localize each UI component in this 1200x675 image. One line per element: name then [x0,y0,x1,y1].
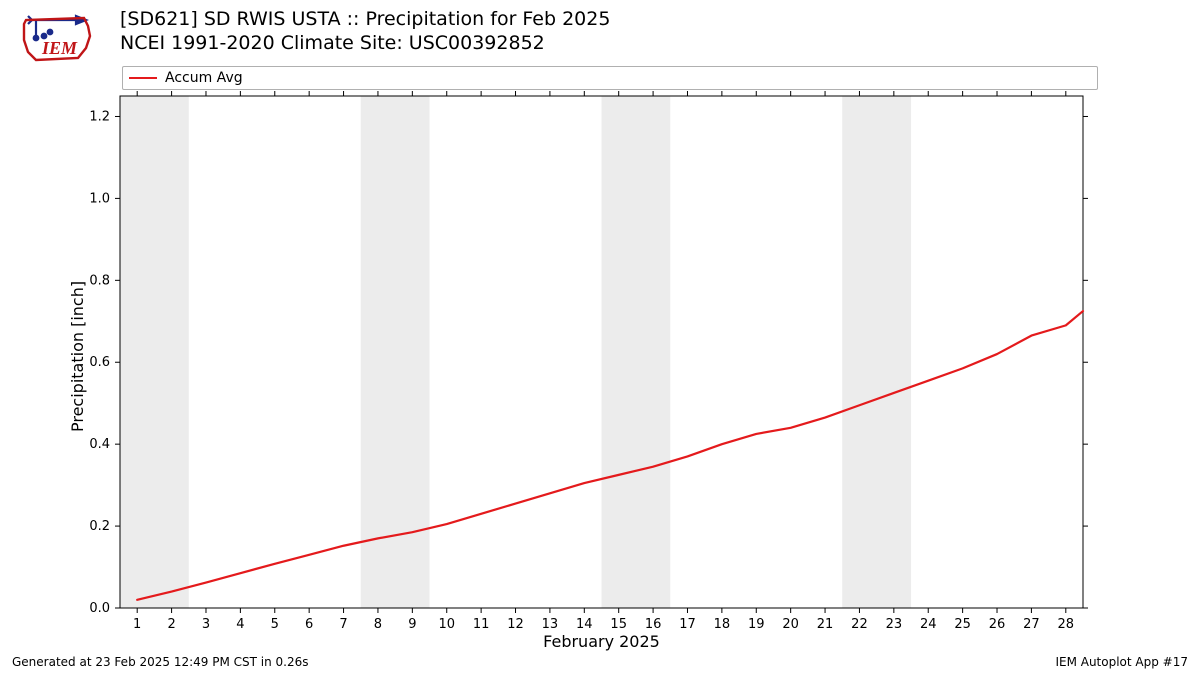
footer-generated: Generated at 23 Feb 2025 12:49 PM CST in… [12,655,309,669]
x-tick-label: 11 [473,617,490,632]
y-tick-label: 0.0 [89,601,110,616]
x-tick-label: 26 [989,617,1006,632]
x-tick-label: 7 [339,617,347,632]
x-tick-label: 10 [438,617,455,632]
y-tick-label: 0.8 [89,273,110,288]
title-line-2: NCEI 1991-2020 Climate Site: USC00392852 [120,32,610,56]
chart-area: 0.00.20.40.60.81.01.21234567891011121314… [72,90,1089,646]
x-tick-label: 19 [748,617,765,632]
x-tick-label: 6 [305,617,313,632]
x-tick-label: 28 [1058,617,1075,632]
page: IEM [SD621] SD RWIS USTA :: Precipitatio… [0,0,1200,675]
x-tick-label: 2 [167,617,175,632]
x-tick-label: 14 [576,617,593,632]
x-tick-label: 15 [610,617,627,632]
y-tick-label: 0.6 [89,355,110,370]
x-tick-label: 18 [714,617,731,632]
y-tick-label: 1.2 [89,109,110,124]
x-tick-label: 9 [408,617,416,632]
x-tick-label: 25 [954,617,971,632]
x-tick-label: 16 [645,617,662,632]
y-tick-label: 0.4 [89,437,110,452]
y-tick-label: 0.2 [89,519,110,534]
x-tick-label: 5 [271,617,279,632]
chart-svg: 0.00.20.40.60.81.01.21234567891011121314… [72,90,1089,646]
x-tick-label: 27 [1023,617,1040,632]
x-tick-label: 4 [236,617,244,632]
legend-label: Accum Avg [165,70,243,86]
x-tick-label: 3 [202,617,210,632]
chart-title: [SD621] SD RWIS USTA :: Precipitation fo… [120,8,610,56]
x-tick-label: 23 [886,617,903,632]
title-line-1: [SD621] SD RWIS USTA :: Precipitation fo… [120,8,610,32]
iem-logo: IEM [14,6,96,64]
y-tick-label: 1.0 [89,191,110,206]
x-tick-label: 17 [679,617,696,632]
legend-swatch [129,77,157,79]
x-tick-label: 24 [920,617,937,632]
x-tick-label: 20 [782,617,799,632]
x-tick-label: 1 [133,617,141,632]
x-tick-label: 21 [817,617,834,632]
x-tick-label: 8 [374,617,382,632]
x-tick-label: 22 [851,617,868,632]
logo-text: IEM [41,38,78,58]
x-tick-label: 12 [507,617,524,632]
legend: Accum Avg [122,66,1098,90]
footer-app: IEM Autoplot App #17 [1055,655,1188,669]
x-tick-label: 13 [542,617,559,632]
